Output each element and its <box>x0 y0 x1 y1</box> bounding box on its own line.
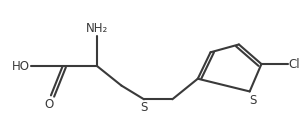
Text: Cl: Cl <box>289 58 300 70</box>
Text: O: O <box>44 98 54 111</box>
Text: S: S <box>140 101 148 114</box>
Text: HO: HO <box>12 60 29 72</box>
Text: S: S <box>249 94 256 107</box>
Text: NH₂: NH₂ <box>86 22 108 35</box>
